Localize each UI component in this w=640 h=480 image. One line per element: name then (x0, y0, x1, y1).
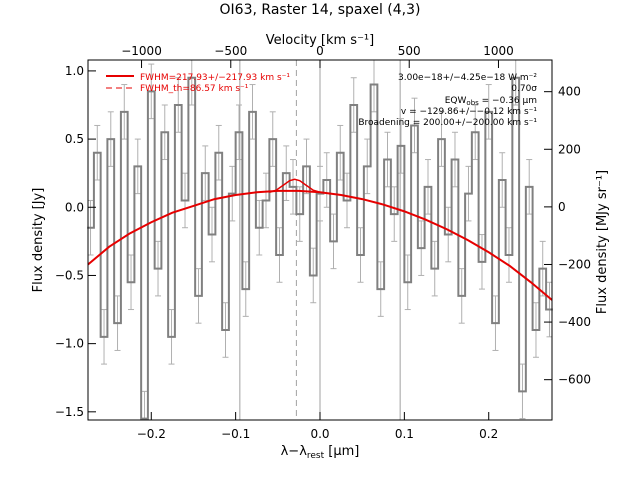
annotation-sigma: 0.70σ (511, 84, 537, 94)
fit-annotations: 3.00e−18+/−4.25e−18 W m⁻² 0.70σ EQWobs =… (358, 73, 537, 128)
annotation-broadening: Broadening = 200.00+/−200.00 km s⁻¹ (358, 118, 537, 128)
spectrum-line (87, 76, 553, 420)
reference-lines (239, 60, 401, 420)
legend: FWHM=217.93+/−217.93 km s⁻¹ FWHM_th=86.5… (106, 73, 290, 94)
y-tick-label: −1.0 (55, 337, 84, 351)
right-tick-label: −600 (558, 373, 591, 387)
x-axis-label: λ−λrest [μm] (281, 444, 360, 461)
top-tick-label: 0 (316, 44, 324, 58)
gaussian-fit-series (269, 178, 321, 193)
top-tick-label: 1000 (483, 44, 514, 58)
x-tick-label: 0.2 (479, 427, 498, 441)
annotation-velocity: v = −129.86+/−−0.12 km s⁻¹ (401, 107, 537, 117)
chart-title: OI63, Raster 14, spaxel (4,3) (220, 2, 421, 18)
top-tick-label: −500 (214, 44, 247, 58)
y-tick-label: 0.0 (65, 200, 84, 214)
spectrum-series (87, 76, 553, 420)
y-tick-label: −1.5 (55, 405, 84, 419)
right-tick-label: 0 (558, 200, 566, 214)
legend-label-fwhm: FWHM=217.93+/−217.93 km s⁻¹ (140, 73, 290, 83)
x-tick-label: 0.0 (310, 427, 329, 441)
x-tick-label: −0.1 (221, 427, 250, 441)
legend-label-fwhm-th: FWHM_th=86.57 km s⁻¹ (140, 84, 249, 94)
right-tick-label: −400 (558, 315, 591, 329)
x-tick-label: −0.2 (137, 427, 166, 441)
left-axis-label: Flux density [Jy] (31, 188, 46, 293)
top-tick-label: 500 (398, 44, 421, 58)
annotation-eqw: EQWobs = −0.36 μm (445, 96, 537, 107)
right-tick-label: 400 (558, 85, 581, 99)
annotation-flux: 3.00e−18+/−4.25e−18 W m⁻² (398, 73, 537, 83)
top-axis-label: Velocity [km s⁻¹] (266, 33, 374, 48)
gaussian-fit-line (269, 178, 321, 193)
x-tick-label: 0.1 (395, 427, 414, 441)
top-tick-label: −1000 (121, 44, 162, 58)
right-axis-label: Flux density [MJy sr⁻¹] (595, 170, 610, 314)
y-tick-label: −0.5 (55, 268, 84, 282)
right-tick-label: −200 (558, 257, 591, 271)
y-tick-label: 0.5 (65, 132, 84, 146)
y-tick-label: 1.0 (65, 64, 84, 78)
right-tick-label: 200 (558, 142, 581, 156)
axis-ticks: −0.2 −0.1 0.0 0.1 0.2 1.0 0.5 0.0 −0.5 −1.0 −1.5 40… (55, 44, 591, 441)
